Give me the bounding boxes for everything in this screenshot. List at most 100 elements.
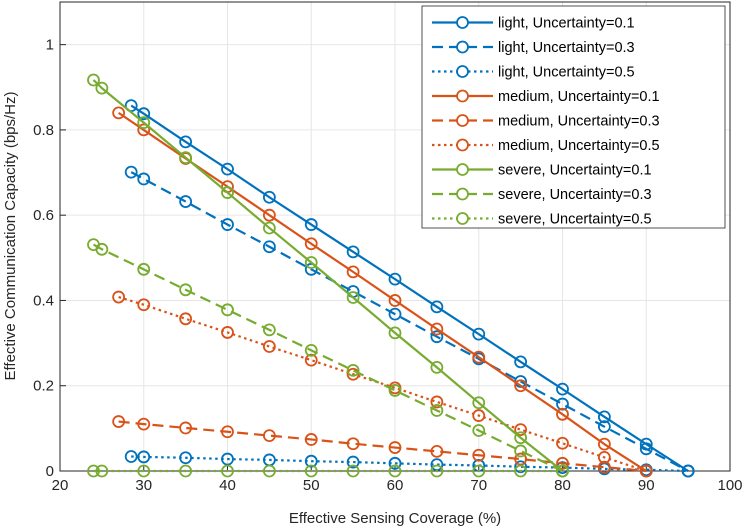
data-point xyxy=(681,464,695,478)
data-point xyxy=(221,464,234,478)
x-tick-label: 100 xyxy=(717,477,742,494)
data-point xyxy=(388,384,402,397)
data-point xyxy=(137,262,151,276)
data-point xyxy=(137,450,151,464)
data-point xyxy=(346,265,360,279)
data-point xyxy=(514,431,528,445)
data-point xyxy=(95,464,109,478)
data-point xyxy=(179,283,193,297)
data-point xyxy=(137,417,151,431)
data-point xyxy=(112,415,126,428)
series-medium-dashed xyxy=(112,415,653,478)
legend-label: medium, Uncertainty=0.3 xyxy=(498,114,660,130)
data-point xyxy=(221,425,234,439)
legend-entry: medium, Uncertainty=0.5 xyxy=(432,138,660,154)
data-point xyxy=(262,208,276,222)
data-point xyxy=(124,165,138,179)
legend-swatch-marker xyxy=(456,163,469,176)
data-point xyxy=(346,464,360,478)
data-point xyxy=(112,290,126,304)
data-point xyxy=(639,442,653,456)
data-point xyxy=(472,448,486,462)
data-point xyxy=(430,322,444,336)
data-point xyxy=(388,307,402,321)
legend-swatch-marker xyxy=(456,65,469,78)
legend-swatch-marker xyxy=(456,114,469,127)
data-point xyxy=(262,190,276,204)
legend-label: light, Uncertainty=0.3 xyxy=(498,40,635,56)
data-point xyxy=(304,454,318,468)
data-point xyxy=(388,272,402,286)
data-point xyxy=(179,421,193,435)
data-point xyxy=(597,460,611,474)
y-tick-label: 0.4 xyxy=(33,292,54,309)
data-point xyxy=(179,451,193,465)
data-point xyxy=(346,245,360,259)
data-point xyxy=(137,298,151,312)
data-point xyxy=(304,237,318,251)
data-point xyxy=(262,464,276,478)
legend-label: severe, Uncertainty=0.5 xyxy=(498,212,652,228)
data-point xyxy=(346,363,360,377)
data-point xyxy=(137,123,151,137)
data-point xyxy=(304,464,318,478)
legend-entry: light, Uncertainty=0.5 xyxy=(432,65,635,81)
data-point xyxy=(221,326,234,339)
series-severe-solid xyxy=(87,73,569,478)
data-point xyxy=(304,218,318,231)
legend-entry: severe, Uncertainty=0.5 xyxy=(432,212,652,228)
x-tick-label: 50 xyxy=(303,477,320,494)
data-point xyxy=(597,410,611,424)
data-point xyxy=(221,303,234,317)
data-point xyxy=(639,464,653,478)
data-point xyxy=(346,437,360,451)
series-line xyxy=(130,104,689,472)
x-axis-label: Effective Sensing Coverage (%) xyxy=(289,510,501,527)
data-point xyxy=(430,404,444,417)
data-point xyxy=(388,456,402,470)
legend-label: light, Uncertainty=0.5 xyxy=(498,65,635,81)
legend-entry: light, Uncertainty=0.1 xyxy=(432,16,635,32)
data-point xyxy=(95,242,109,256)
data-point xyxy=(95,81,109,95)
series-line xyxy=(130,171,689,472)
data-point xyxy=(472,424,486,437)
x-tick-label: 90 xyxy=(638,477,655,494)
series-severe-dotted xyxy=(87,464,569,478)
y-tick-label: 0 xyxy=(46,463,54,480)
legend-entry: medium, Uncertainty=0.1 xyxy=(432,89,660,105)
series-severe-dashed xyxy=(87,238,569,478)
data-point xyxy=(221,452,234,466)
y-tick-label: 0.2 xyxy=(33,378,54,395)
data-point xyxy=(514,423,528,437)
x-tick-label: 20 xyxy=(52,477,69,494)
data-point xyxy=(556,436,569,450)
series-line xyxy=(118,420,647,473)
data-point xyxy=(137,107,151,121)
legend-swatch-marker xyxy=(456,40,469,54)
legend-entry: medium, Uncertainty=0.3 xyxy=(432,114,660,130)
data-point xyxy=(430,395,444,409)
data-point xyxy=(388,464,402,478)
data-point xyxy=(137,172,151,186)
data-point xyxy=(262,340,276,353)
data-point xyxy=(112,106,126,120)
data-point xyxy=(597,437,611,451)
data-point xyxy=(597,450,611,464)
data-point xyxy=(430,330,444,344)
y-tick-label: 1 xyxy=(46,37,54,54)
data-point xyxy=(262,323,276,337)
y-tick-label: 0.8 xyxy=(33,122,54,139)
data-point xyxy=(514,444,528,458)
data-point xyxy=(346,291,360,304)
legend-swatch-marker xyxy=(456,16,469,29)
data-point xyxy=(179,312,193,326)
legend-label: medium, Uncertainty=0.5 xyxy=(498,138,660,154)
data-point xyxy=(514,355,528,369)
legend-swatch-marker xyxy=(456,212,469,225)
x-tick-label: 40 xyxy=(219,477,236,494)
x-tick-label: 30 xyxy=(135,477,152,494)
data-point xyxy=(179,151,193,165)
data-point xyxy=(304,343,318,357)
data-series xyxy=(87,73,695,478)
